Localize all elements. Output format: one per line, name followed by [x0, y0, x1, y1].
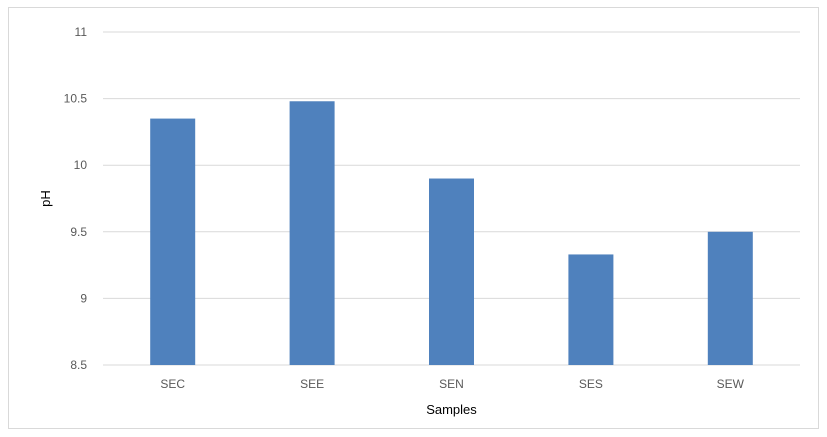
- x-tick-label: SEN: [439, 377, 464, 391]
- y-tick-label: 11: [75, 25, 88, 39]
- x-tick-label: SEC: [160, 377, 185, 391]
- y-tick-label: 8.5: [70, 358, 87, 372]
- y-tick-label: 10: [74, 158, 88, 172]
- y-tick-labels: 8.5 9 9.5 10 10.5 11: [64, 25, 88, 372]
- bar-sen: [429, 178, 474, 365]
- bars: [150, 101, 753, 365]
- gridlines: [103, 31, 800, 366]
- x-axis-label: Samples: [426, 402, 477, 417]
- x-tick-label: SES: [579, 377, 603, 391]
- y-axis-label: pH: [38, 190, 53, 207]
- x-tick-label: SEW: [717, 377, 745, 391]
- chart-frame: [8, 7, 819, 429]
- bar-see: [289, 101, 335, 365]
- y-tick-label: 9: [80, 291, 87, 305]
- x-tick-label: SEE: [300, 377, 324, 391]
- bar-sew: [707, 231, 753, 365]
- x-tick-labels: SEC SEE SEN SES SEW: [160, 377, 744, 391]
- bar-ses: [568, 254, 614, 365]
- y-tick-label: 10.5: [64, 92, 88, 106]
- bar-sec: [150, 118, 196, 365]
- y-tick-label: 9.5: [70, 225, 87, 239]
